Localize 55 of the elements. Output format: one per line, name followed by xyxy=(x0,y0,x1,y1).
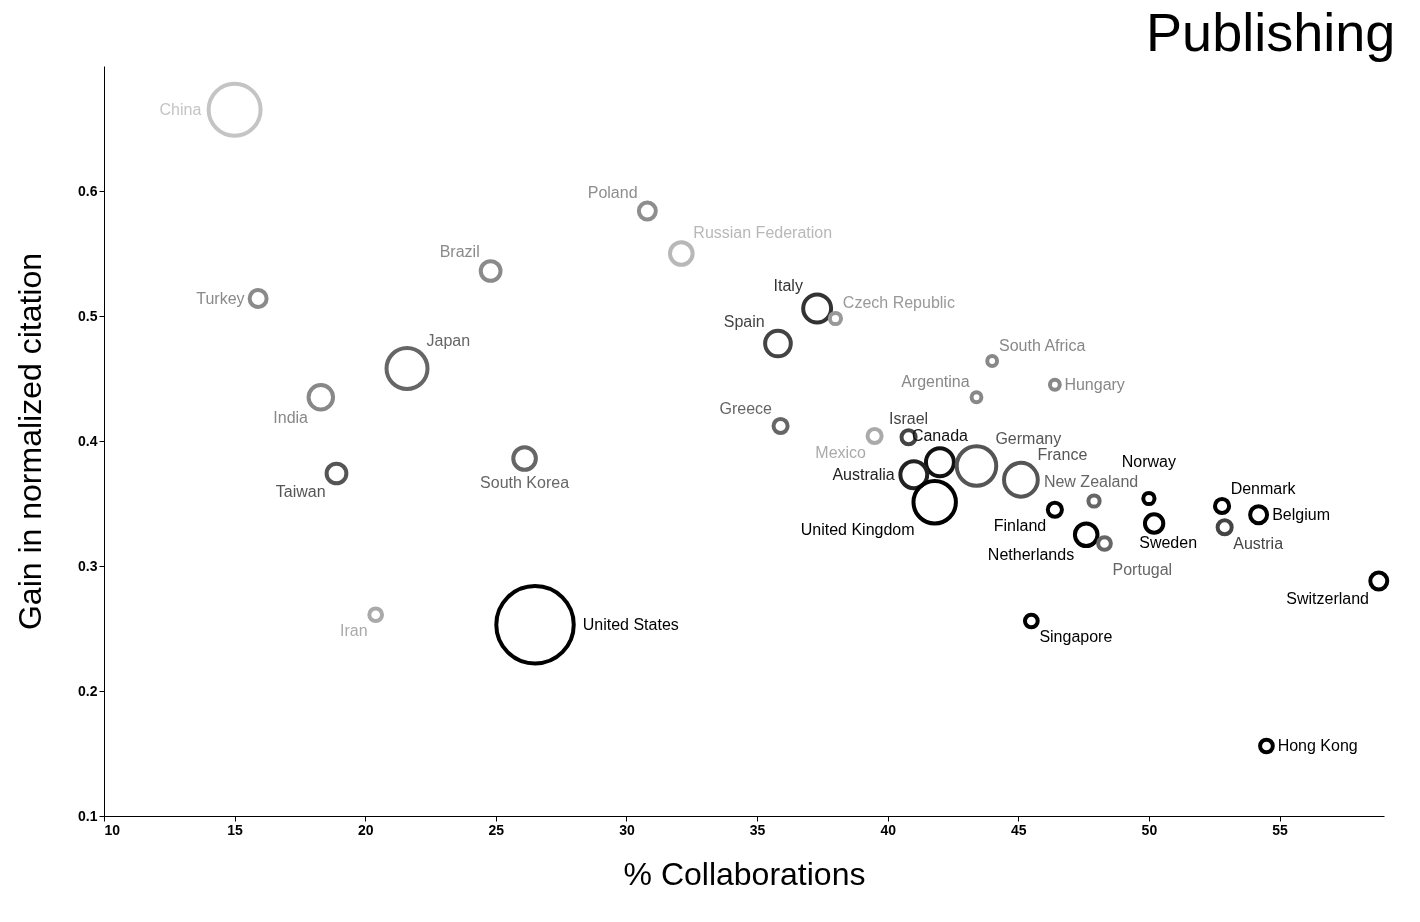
y-tick-label: 0.3 xyxy=(78,557,98,574)
series-label: Russian Federation xyxy=(693,224,833,242)
x-tick-label: 50 xyxy=(1141,821,1158,838)
series-label: Iran xyxy=(340,621,368,639)
chart-title: Publishing xyxy=(1146,2,1396,62)
x-tick-label: 35 xyxy=(749,821,766,838)
series-label: Hong Kong xyxy=(1277,737,1358,754)
series-label: Singapore xyxy=(1039,628,1113,646)
y-tick-label: 0.5 xyxy=(78,307,98,324)
series-label: Finland xyxy=(993,517,1047,535)
series-label: Denmark xyxy=(1230,480,1297,498)
series-label: Argentina xyxy=(901,373,970,391)
x-tick-label: 30 xyxy=(619,821,635,838)
y-axis-title: Gain in normalized citation xyxy=(12,252,49,631)
series-label: Czech Republic xyxy=(842,294,955,312)
y-tick-label: 0.2 xyxy=(78,682,98,699)
x-axis-title: % Collaborations xyxy=(623,855,866,892)
series-label: Netherlands xyxy=(987,545,1075,563)
series-label: Mexico xyxy=(815,443,867,461)
series-label: Brazil xyxy=(439,243,480,261)
series-label: India xyxy=(273,409,309,427)
series-label: Japan xyxy=(426,331,471,349)
series-label: Switzerland xyxy=(1286,589,1369,607)
series-label: Greece xyxy=(719,400,773,418)
x-tick-label: 20 xyxy=(357,821,374,838)
x-tick-label: 10 xyxy=(104,821,121,838)
series-label: Taiwan xyxy=(275,483,326,501)
series-label: China xyxy=(159,100,202,118)
y-tick-label: 0.4 xyxy=(78,432,98,449)
series-label: South Korea xyxy=(480,474,570,492)
y-tick-label: 0.6 xyxy=(78,182,98,199)
x-tick-label: 15 xyxy=(227,821,244,838)
x-tick-label: 25 xyxy=(488,821,505,838)
series-label: Hungary xyxy=(1064,375,1125,393)
x-tick-label: 45 xyxy=(1011,821,1027,838)
series-label: Israel xyxy=(889,410,929,428)
series-label: Portugal xyxy=(1112,560,1173,578)
series-label: United Kingdom xyxy=(800,521,915,539)
series-label: Poland xyxy=(587,184,638,202)
series-label: Norway xyxy=(1121,453,1177,471)
series-label: Belgium xyxy=(1272,505,1330,523)
series-label: Austria xyxy=(1233,534,1284,552)
series-label: Germany xyxy=(995,430,1062,448)
series-label: South Africa xyxy=(999,337,1086,355)
series-label: New Zealand xyxy=(1043,472,1139,490)
series-label: Sweden xyxy=(1139,533,1198,551)
series-label: Spain xyxy=(723,313,765,331)
y-tick-label: 0.1 xyxy=(78,807,98,824)
x-tick-label: 40 xyxy=(880,821,897,838)
series-label: Italy xyxy=(773,277,803,295)
series-label: Turkey xyxy=(196,289,245,307)
x-tick-label: 55 xyxy=(1272,821,1289,838)
series-label: France xyxy=(1037,446,1088,464)
series-label: United States xyxy=(582,615,679,633)
series-label: Australia xyxy=(832,465,895,483)
